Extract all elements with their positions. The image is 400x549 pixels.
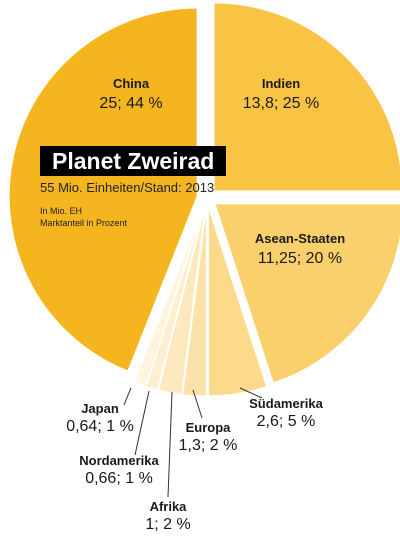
slice-value-asean-staaten: 11,25; 20 % (258, 250, 342, 267)
slice-value-afrika: 1; 2 % (145, 516, 190, 533)
unit-note: In Mio. EH (40, 206, 83, 216)
slice-label-indien: Indien (262, 76, 300, 91)
slice-label-asean-staaten: Asean-Staaten (255, 231, 345, 246)
chart-subtitle: 55 Mio. Einheiten/Stand: 2013 (40, 180, 215, 195)
slice-value-indien: 13,8; 25 % (243, 95, 320, 112)
slice-labels: Indien 13,8; 25 % Asean-Staaten 11,25; 20 %… (66, 76, 345, 533)
leader-line-afrika (167, 391, 173, 498)
slice-sudamerika (208, 207, 268, 397)
slice-label-afrika: Afrika (150, 499, 188, 514)
slice-value-nordamerika: 0,66; 1 % (85, 470, 153, 487)
slice-value-europa: 1,3; 2 % (179, 437, 238, 454)
slice-afrika (157, 207, 206, 395)
slice-label-europa: Europa (186, 420, 232, 435)
slice-china (8, 7, 198, 372)
slice-japan (133, 207, 205, 387)
leader-line-europa (192, 389, 203, 419)
share-note: Marktanteil in Prozent (40, 218, 128, 228)
pie-slices (8, 2, 400, 397)
leader-line-sudamerika (239, 387, 263, 399)
slice-value-china: 25; 44 % (99, 95, 162, 112)
slice-label-japan: Japan (81, 401, 119, 416)
slice-asean-staaten (214, 203, 400, 384)
leader-line-nordamerika (134, 390, 150, 456)
chart-title: Planet Zweirad (40, 146, 227, 176)
leader-line-japan (123, 387, 132, 406)
slice-value-japan: 0,64; 1 % (66, 418, 134, 435)
slice-indien (213, 2, 400, 192)
slice-nordamerika (145, 207, 205, 391)
slice-value-sudamerika: 2,6; 5 % (257, 413, 316, 430)
slice-label-sudamerika: Südamerika (249, 396, 323, 411)
slice-label-china: China (113, 76, 150, 91)
slice-label-nordamerika: Nordamerika (79, 453, 159, 468)
leader-lines (123, 387, 263, 498)
